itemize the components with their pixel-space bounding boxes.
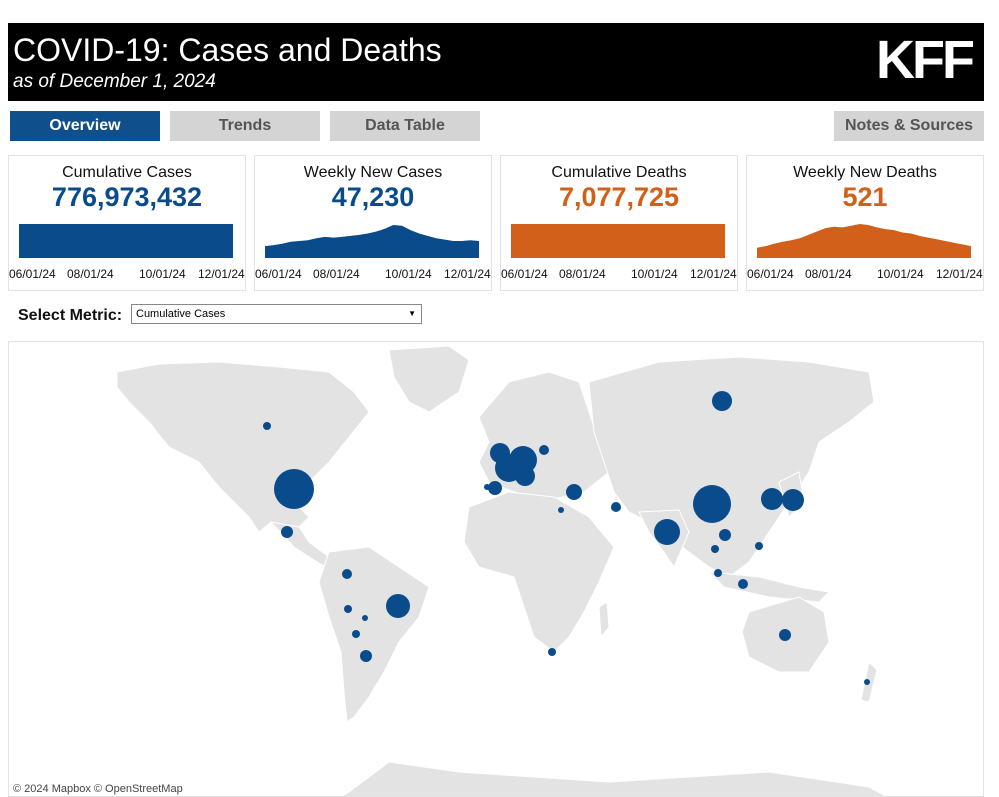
sparkline-area [757,224,971,258]
tick-label: 10/01/24 [139,267,186,281]
sparkline-area [19,224,233,258]
card-value: 7,077,725 [558,182,680,212]
map-canvas[interactable] [9,342,984,797]
sparkline-area [511,224,725,258]
bubble-new-zealand [864,679,870,685]
select-metric-label: Select Metric: [18,307,123,324]
bubble-japan [782,489,804,511]
tick-label: 08/01/24 [559,267,606,281]
tick-label: 10/01/24 [877,267,924,281]
bubble-spain [488,481,502,495]
bubble-germany [509,446,537,474]
land-indonesia [707,571,831,603]
card-weekly-new-cases: Weekly New Cases 47,230 06/01/24 08/01/2… [254,155,492,291]
sparkline [757,224,971,258]
bubble-bolivia [362,615,368,621]
bubble-italy [515,466,535,486]
card-value: 521 [842,182,888,212]
card-value: 47,230 [331,182,415,212]
bubble-brazil [386,594,410,618]
card-weekly-new-deaths: Weekly New Deaths 521 06/01/24 08/01/24 … [746,155,984,291]
sparkline [265,225,479,258]
card-label: Cumulative Cases [62,164,192,181]
page-header: COVID-19: Cases and Deaths as of Decembe… [8,23,984,101]
tick-label: 12/01/24 [690,267,737,281]
page-title: COVID-19: Cases and Deaths [13,32,442,68]
land-madagascar [598,601,610,639]
bubble-vietnam [719,529,731,541]
tick-label: 10/01/24 [385,267,432,281]
tick-label: 06/01/24 [501,267,548,281]
bubble-turkey [566,484,582,500]
card-value: 776,973,432 [51,182,203,212]
tick-label: 06/01/24 [255,267,302,281]
bubble-egypt [558,507,564,513]
bubble-thailand [711,545,719,553]
card-cumulative-cases: Cumulative Cases 776,973,432 06/01/24 08… [8,155,246,291]
bubble-poland [539,445,549,455]
card-label: Weekly New Cases [303,164,443,181]
bubble-india [654,519,680,545]
bubble-chile [352,630,360,638]
land-north-america [116,361,370,533]
bubble-iran [611,502,621,512]
tab-trends[interactable]: Trends [170,111,320,141]
tick-label: 08/01/24 [313,267,360,281]
card-cumulative-deaths: Cumulative Deaths 7,077,725 06/01/24 08/… [500,155,738,291]
metric-dropdown-value: Cumulative Cases [136,308,226,320]
bubble-malaysia [714,569,722,577]
tab-overview[interactable]: Overview [10,111,160,141]
sparkline-area [265,225,479,258]
tick-label: 06/01/24 [747,267,794,281]
bubble-peru [344,605,352,613]
bubble-canada [263,422,271,430]
land-asia [588,356,875,578]
map-attribution[interactable]: © 2024 Mapbox © OpenStreetMap [13,783,183,795]
tab-data-table[interactable]: Data Table [330,111,480,141]
bubble-philippines [755,542,763,550]
tick-label: 06/01/24 [9,267,56,281]
card-label: Weekly New Deaths [793,164,937,181]
bubble-argentina [360,650,372,662]
tab-notes-sources[interactable]: Notes & Sources [834,111,984,141]
land-greenland [388,345,470,413]
bubble-morocco [484,484,490,490]
world-map[interactable]: © 2024 Mapbox © OpenStreetMap [8,341,984,797]
dropdown-arrow-icon[interactable]: ▼ [408,309,416,318]
bubble-colombia [342,569,352,579]
bubble-australia [779,629,791,641]
land-layer [116,345,887,796]
tick-label: 12/01/24 [198,267,245,281]
bubble-united-states [274,469,314,509]
tick-label: 12/01/24 [936,267,983,281]
tick-label: 08/01/24 [67,267,114,281]
bubble-china [693,485,731,523]
kff-logo: KFF [876,30,975,90]
metric-dropdown[interactable]: Cumulative Cases ▼ [131,304,422,324]
bubble-layer [263,391,870,685]
bubble-mexico [281,526,293,538]
tick-label: 10/01/24 [631,267,678,281]
tick-label: 08/01/24 [805,267,852,281]
bubble-south-africa [548,648,556,656]
sparkline [19,224,233,258]
bubble-indonesia [738,579,748,589]
land-south-america [318,546,430,723]
page-subtitle: as of December 1, 2024 [13,71,216,92]
tick-label: 12/01/24 [444,267,491,281]
land-africa [463,491,615,653]
card-label: Cumulative Deaths [551,164,687,181]
bubble-russia [712,391,732,411]
bubble-south-korea [761,488,783,510]
land-antarctica [341,761,887,796]
sparkline [511,224,725,258]
